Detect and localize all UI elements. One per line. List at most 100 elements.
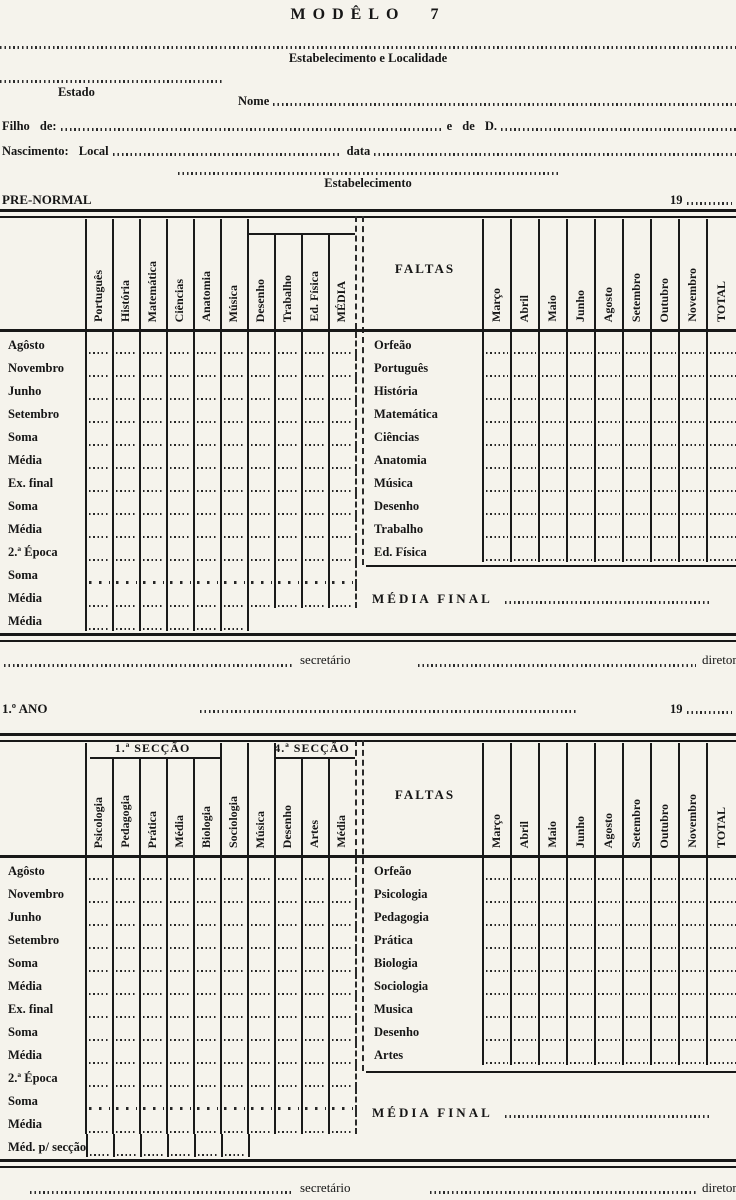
grade-row-cells (85, 424, 357, 447)
year-prefix: 19 (670, 193, 683, 207)
nome-line (273, 103, 736, 107)
grade-row-cells (85, 881, 357, 904)
grid-cell (112, 1088, 139, 1111)
grid-cell (650, 332, 678, 355)
grid-cell (482, 1042, 510, 1065)
diretor-line (430, 1191, 696, 1194)
grade-column-label: Desenho (253, 278, 268, 322)
grade-row-label: Agôsto (8, 337, 45, 352)
grid-cell (220, 608, 247, 631)
grid-cell (139, 378, 166, 401)
grade-column-label: Ciências (172, 278, 187, 322)
grade-column: Anatomia (193, 216, 220, 329)
grid-cell (678, 355, 706, 378)
grid-cell (482, 1019, 510, 1042)
grid-cell (301, 858, 328, 881)
grid-cell (622, 927, 650, 950)
faltas-row-label: Desenho (374, 1024, 420, 1039)
nome-row: Nome (238, 94, 736, 108)
faltas-row-label: Anatomia (374, 452, 427, 467)
grid-cell (274, 401, 301, 424)
grade-row-cells (85, 378, 357, 401)
grid-cell (85, 1111, 112, 1134)
month-column-label: Novembro (684, 794, 699, 848)
grade-row-cells (86, 1134, 358, 1157)
faltas-row-label: História (374, 383, 418, 398)
grid-cell (220, 996, 247, 1019)
month-column-label: Abril (516, 820, 531, 848)
grid-cell (247, 355, 274, 378)
faltas-row: Música (368, 470, 736, 493)
pre-normal-table: Português História Matemática Ciências A… (0, 209, 736, 642)
grid-cell (650, 973, 678, 996)
grid-cell (193, 355, 220, 378)
faltas-row: Ed. Física (368, 539, 736, 562)
grade-row-label: Setembro (8, 406, 60, 421)
grid-cell (706, 470, 736, 493)
grid-cell (301, 996, 328, 1019)
grade-column-label: Música (226, 284, 241, 322)
grid-cell (274, 378, 301, 401)
grade-column: Matemática (139, 216, 166, 329)
grid-cell (678, 881, 706, 904)
grid-cell (566, 401, 594, 424)
grid-cell (566, 1019, 594, 1042)
grid-cell (566, 904, 594, 927)
faltas-row-cells (482, 858, 736, 881)
grid-cell (538, 973, 566, 996)
grid-cell (706, 378, 736, 401)
grid-cell (706, 447, 736, 470)
grid-cell (301, 493, 328, 516)
grid-cell (85, 927, 112, 950)
grid-cell (594, 539, 622, 562)
grade-row-label: Méd. p/ secção (8, 1139, 87, 1154)
grid-cell (139, 1111, 166, 1134)
faltas-row-cells (482, 904, 736, 927)
grid-cell (167, 1134, 194, 1157)
grid-cell (274, 562, 301, 585)
grid-cell (139, 585, 166, 608)
grade-column-label: Psicologia (91, 796, 106, 848)
grid-cell (85, 470, 112, 493)
grid-cell (193, 1042, 220, 1065)
grade-row: Média (0, 973, 357, 996)
grade-column-label: Sociologia (226, 795, 241, 848)
grid-cell (220, 973, 247, 996)
grid-cell (650, 881, 678, 904)
primeiro-ano-table: 1.ª SECÇÃO 4.ª SECÇÃO Psicologia Pedagog… (0, 733, 736, 1169)
grid-cell (139, 447, 166, 470)
grid-cell (301, 973, 328, 996)
grade-column-label: Artes (307, 820, 322, 848)
grade-row-cells (85, 1065, 357, 1088)
faltas-row-cells (482, 973, 736, 996)
grade-column: Artes (301, 740, 328, 855)
grid-cell (510, 470, 538, 493)
grid-cell (193, 401, 220, 424)
grid-cell (706, 332, 736, 355)
grid-cell (247, 1019, 274, 1042)
grid-cell (678, 332, 706, 355)
grade-row: Soma (0, 1088, 357, 1111)
grid-cell (328, 332, 355, 355)
grid-cell (166, 1088, 193, 1111)
grid-cell (538, 332, 566, 355)
grades-grid: Agôsto Novembro Junho Setembro (0, 332, 357, 631)
grid-cell (112, 858, 139, 881)
faltas-row: Artes (368, 1042, 736, 1065)
grid-cell (247, 996, 274, 1019)
grid-cell (328, 1019, 355, 1042)
grid-cell (510, 858, 538, 881)
grid-cell (566, 332, 594, 355)
grid-cell (274, 1111, 301, 1134)
grid-cell (678, 1019, 706, 1042)
grid-cell (247, 539, 274, 562)
grid-cell (112, 973, 139, 996)
month-column-label: Setembro (628, 272, 643, 322)
grid-cell (86, 1134, 113, 1157)
grade-row-label: Média (8, 1116, 43, 1131)
estabelecimento-line (178, 172, 558, 175)
diretor-line (418, 664, 696, 667)
grid-cell (112, 401, 139, 424)
grade-row-cells (85, 585, 357, 608)
grid-cell (220, 858, 247, 881)
